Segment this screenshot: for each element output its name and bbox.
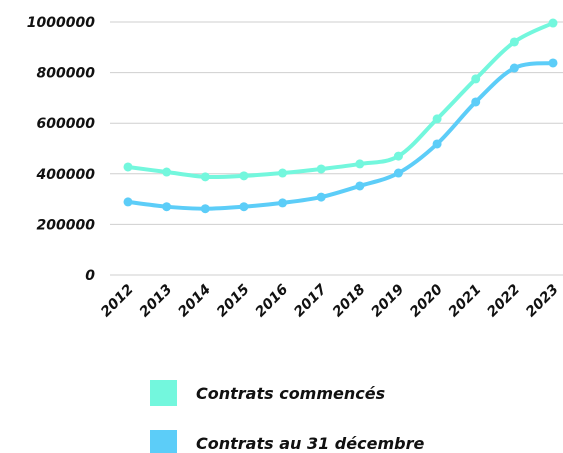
- x-tick-label: 2021: [446, 282, 485, 321]
- point: [471, 97, 481, 107]
- point: [393, 168, 403, 178]
- x-tick-label: 2012: [98, 282, 137, 321]
- point: [239, 202, 249, 212]
- x-tick-label: 2017: [291, 281, 330, 320]
- x-tick-label: 2022: [484, 282, 523, 321]
- point: [471, 74, 481, 84]
- point: [355, 181, 365, 191]
- point: [432, 114, 442, 124]
- point: [355, 159, 365, 169]
- line: [127, 21, 554, 180]
- y-tick-label: 1000000: [27, 15, 95, 31]
- y-tick-label: 600000: [37, 116, 96, 132]
- legend-label: Contrats commencés: [196, 384, 385, 403]
- point: [316, 192, 326, 202]
- point: [548, 58, 558, 68]
- point: [200, 172, 210, 182]
- point: [239, 171, 249, 181]
- point: [162, 202, 172, 212]
- point: [123, 197, 133, 207]
- x-tick-label: 2019: [368, 281, 407, 320]
- point: [123, 162, 133, 172]
- legend-swatch: [150, 380, 177, 406]
- point: [200, 204, 210, 214]
- x-tick-label: 2016: [253, 281, 292, 320]
- x-tick-label: 2015: [214, 281, 253, 320]
- line: [127, 60, 554, 211]
- point: [432, 139, 442, 149]
- y-tick-label: 0: [85, 268, 95, 284]
- point: [316, 164, 326, 174]
- point: [393, 151, 403, 161]
- point: [509, 63, 519, 73]
- point: [548, 18, 558, 28]
- y-tick-label: 400000: [36, 167, 96, 183]
- y-tick-label: 200000: [37, 217, 96, 233]
- y-tick-label: 800000: [37, 66, 96, 82]
- point: [278, 198, 288, 208]
- x-tick-label: 2014: [175, 282, 214, 321]
- x-tick-label: 2018: [330, 281, 369, 320]
- legend-label: Contrats au 31 décembre: [196, 434, 424, 453]
- x-tick-label: 2013: [137, 282, 176, 321]
- point: [162, 167, 172, 177]
- point: [278, 168, 288, 178]
- x-tick-label: 2023: [523, 282, 562, 321]
- legend-swatch: [150, 430, 177, 453]
- x-tick-label: 2020: [407, 281, 446, 320]
- point: [509, 37, 519, 47]
